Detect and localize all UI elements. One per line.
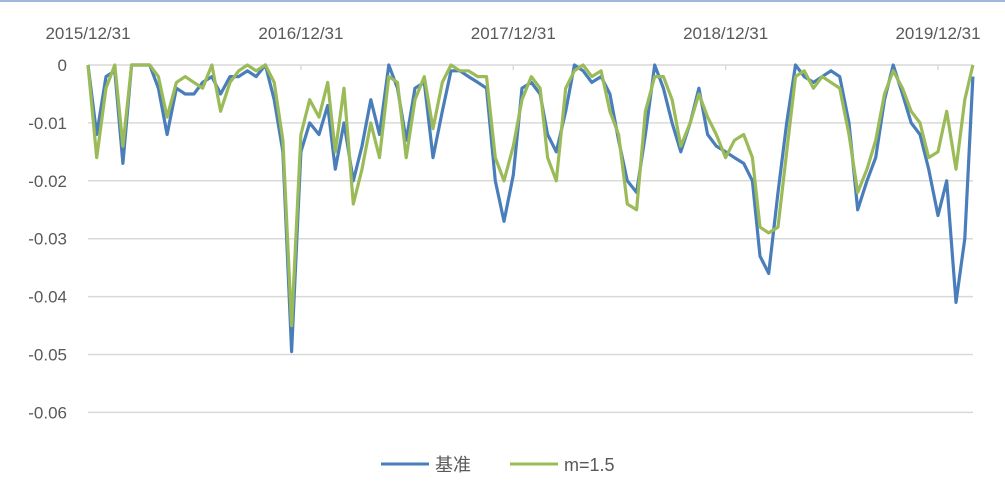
x-tick-label: 2018/12/31 [683,24,768,43]
y-axis-ticks: 0 -0.01 -0.02 -0.03 -0.04 -0.05 -0.06 [28,56,67,422]
legend-label-m15: m=1.5 [564,455,615,475]
y-tick-label: -0.02 [28,172,67,191]
y-tick-label: 0 [58,56,67,75]
x-tick-label: 2015/12/31 [45,24,130,43]
series-lines [86,63,975,354]
series-line-m15 [86,63,975,328]
y-tick-label: -0.01 [28,114,67,133]
legend: 基准 m=1.5 [381,455,615,475]
legend-label-benchmark: 基准 [435,455,471,475]
x-tick-label: 2019/12/31 [895,24,980,43]
y-tick-label: -0.03 [28,230,67,249]
x-axis-ticks: 2015/12/31 2016/12/31 2017/12/31 2018/12/31… [45,24,981,70]
y-tick-label: -0.05 [28,346,67,365]
gridlines [88,64,973,414]
x-tick-label: 2017/12/31 [471,24,556,43]
x-tick-label: 2016/12/31 [258,24,343,43]
y-tick-label: -0.06 [28,403,67,422]
y-tick-label: -0.04 [28,288,67,307]
